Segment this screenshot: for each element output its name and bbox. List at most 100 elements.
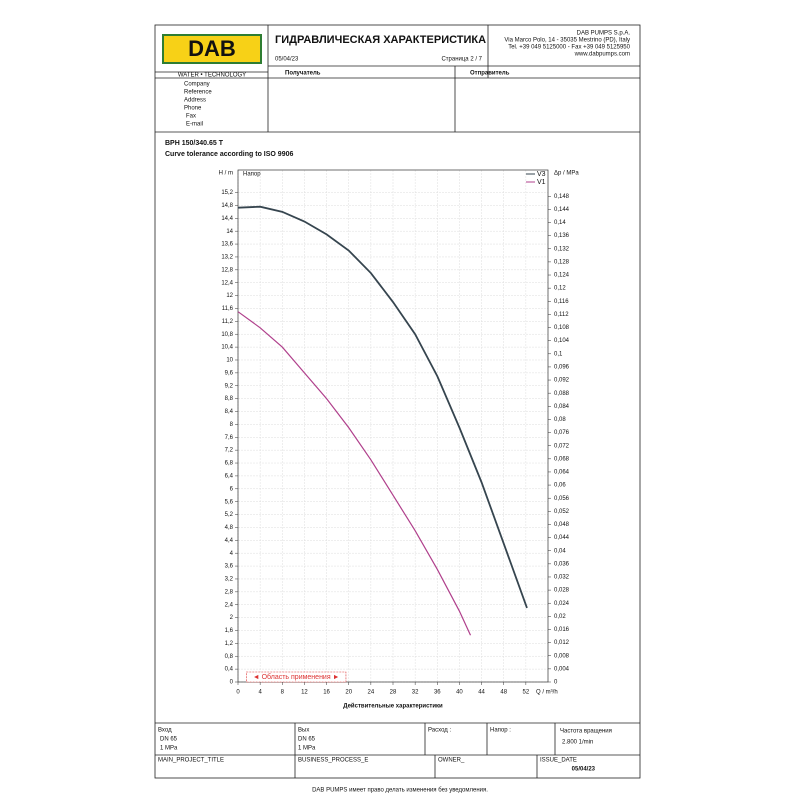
y-tick-label: 14,8: [221, 203, 233, 209]
y2-tick-label: 0: [554, 680, 558, 686]
y-tick-label: 6,8: [225, 461, 234, 467]
y2-tick-label: 0,136: [554, 233, 570, 239]
y2-tick-label: 0,008: [554, 653, 570, 659]
x-tick-label: 28: [390, 690, 397, 696]
cell: ISSUE_DATE: [540, 758, 577, 764]
x-tick-label: 32: [412, 690, 419, 696]
x-tick-label: 8: [281, 690, 285, 696]
field-label: Reference: [184, 90, 212, 96]
y-tick-label: 10,4: [221, 345, 233, 351]
y-tick-label: 15,2: [221, 190, 233, 196]
y-tick-label: 10,8: [221, 332, 233, 338]
model: BPH 150/340.65 T: [165, 140, 224, 147]
cell: DN 65: [298, 737, 316, 743]
cell: Напор :: [490, 728, 511, 734]
y2-tick-label: 0,132: [554, 246, 570, 252]
y-tick-label: 6,4: [225, 473, 234, 479]
y-tick-label: 2,8: [225, 589, 234, 595]
date: 05/04/23: [275, 57, 299, 63]
y2-tick-label: 0,024: [554, 601, 570, 607]
y2-tick-label: 0,02: [554, 614, 566, 620]
recipient: Получатель: [285, 71, 321, 77]
y-tick-label: 0,8: [225, 654, 234, 660]
y2-tick-label: 0,12: [554, 286, 566, 292]
company: Tel. +39 049 5125000 - Fax +39 049 51259…: [508, 45, 630, 51]
sender: Отправитель: [470, 71, 510, 77]
cell: BUSINESS_PROCESS_E: [298, 758, 368, 764]
y2-tick-label: 0,14: [554, 220, 566, 226]
curve: [237, 205, 528, 609]
y2-tick-label: 0,004: [554, 666, 570, 672]
title: ГИДРАВЛИЧЕСКАЯ ХАРАКТЕРИСТИКА: [275, 34, 486, 46]
y-tick-label: 12,8: [221, 267, 233, 273]
y-tick-label: 2: [230, 615, 234, 621]
y2-tick-label: 0,112: [554, 312, 569, 318]
logo-text: DAB: [188, 36, 236, 61]
y2-tick-label: 0,08: [554, 417, 566, 423]
y-tick-label: 0,4: [225, 667, 234, 673]
cell: Вых: [298, 728, 309, 734]
y2-tick-label: 0,06: [554, 483, 566, 489]
x-tick-label: 16: [323, 690, 330, 696]
y2-tick-label: 0,068: [554, 456, 570, 462]
y2-tick-label: 0,128: [554, 259, 570, 265]
y2-label: Δp / MPa: [554, 171, 579, 177]
x-tick-label: 12: [301, 690, 308, 696]
cell: Расход :: [428, 728, 451, 734]
y-tick-label: 7,2: [225, 448, 234, 454]
y-tick-label: 5,2: [225, 512, 234, 518]
y-tick-label: 6: [230, 486, 234, 492]
company: Via Marco Polo, 14 - 35035 Mestrino (PD)…: [504, 38, 630, 44]
y-tick-label: 0: [230, 680, 234, 686]
y-tick-label: 2,4: [225, 602, 234, 608]
y2-tick-label: 0,116: [554, 299, 569, 305]
y-tick-label: 11,2: [222, 319, 234, 325]
cell: Частота вращения: [560, 729, 612, 735]
y2-tick-label: 0,052: [554, 509, 570, 515]
y2-tick-label: 0,144: [554, 207, 570, 213]
y-tick-label: 13,6: [221, 242, 233, 248]
y-tick-label: 5,6: [225, 499, 234, 505]
y-tick-label: 14: [226, 229, 233, 235]
x-label: Q / m³/h: [536, 690, 558, 696]
legend-label: V3: [537, 171, 546, 178]
cell: 2.800 1/min: [562, 740, 593, 746]
y2-tick-label: 0,016: [554, 627, 570, 633]
x-tick-label: 4: [258, 690, 262, 696]
plot-frame: [237, 169, 549, 683]
y-tick-label: 12,4: [221, 280, 233, 286]
y2-tick-label: 0,028: [554, 588, 570, 594]
y-tick-label: 9,6: [225, 370, 234, 376]
x-tick-label: 52: [523, 690, 530, 696]
cell: MAIN_PROJECT_TITLE: [158, 758, 224, 764]
y2-tick-label: 0,092: [554, 378, 570, 384]
y-tick-label: 13,2: [221, 255, 233, 261]
y-tick-label: 10: [226, 358, 233, 364]
cell: 1 MPa: [298, 746, 316, 752]
chart: 0 0,4 0,8 1,2 1,6 2 2,4 2,8 3,2 3,6 4 4,4 4,8 5,2 5,6 6…: [219, 169, 579, 710]
note: DAB PUMPS имеет право делать изменения б…: [312, 788, 488, 794]
y-tick-label: 1,6: [225, 628, 234, 634]
y-tick-label: 8: [230, 422, 234, 428]
legend-label: V1: [537, 179, 546, 186]
y2-tick-label: 0,124: [554, 273, 570, 279]
logo-sub: WATER • TECHNOLOGY: [178, 73, 246, 79]
y2-tick-label: 0,012: [554, 640, 570, 646]
y-tick-label: 3,6: [225, 564, 234, 570]
cell: 1 MPa: [160, 746, 178, 752]
page: Страница 2 / 7: [441, 57, 482, 63]
cell: Вход: [158, 728, 172, 734]
y2-tick-label: 0,048: [554, 522, 570, 528]
x-tick-label: 20: [345, 690, 352, 696]
y-tick-label: 8,4: [225, 409, 234, 415]
field-label: E-mail: [186, 122, 203, 128]
y2-tick-label: 0,04: [554, 548, 566, 554]
y-tick-label: 12: [226, 293, 233, 299]
y-tick-label: 4,4: [225, 538, 234, 544]
field-label: Fax: [186, 114, 196, 120]
curve: [237, 311, 472, 636]
y-tick-label: 4: [230, 551, 234, 557]
y2-tick-label: 0,064: [554, 470, 570, 476]
tolerance: Curve tolerance according to ISO 9906: [165, 151, 293, 158]
y2-tick-label: 0,104: [554, 338, 570, 344]
